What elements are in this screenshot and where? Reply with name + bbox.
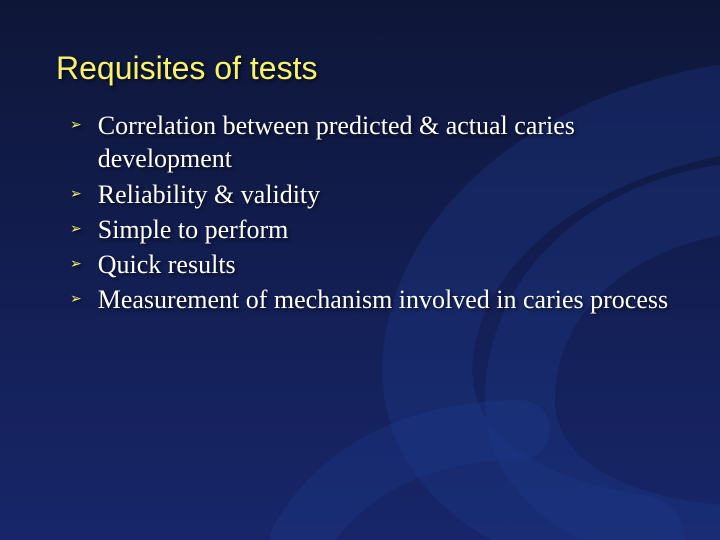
bullet-text: Measurement of mechanism involved in car… [98, 283, 670, 316]
bullet-text: Simple to perform [98, 213, 670, 246]
bullet-marker-icon: ➢ [70, 221, 82, 235]
list-item: ➢ Correlation between predicted & actual… [70, 109, 670, 176]
bullet-text: Correlation between predicted & actual c… [98, 109, 670, 176]
bullet-marker-icon: ➢ [70, 291, 82, 305]
list-item: ➢ Reliability & validity [70, 178, 670, 211]
list-item: ➢ Quick results [70, 248, 670, 281]
bullet-text: Quick results [98, 248, 670, 281]
bullet-text: Reliability & validity [98, 178, 670, 211]
slide: Requisites of tests ➢ Correlation betwee… [0, 0, 720, 540]
bullet-marker-icon: ➢ [70, 256, 82, 270]
slide-title: Requisites of tests [56, 50, 670, 87]
list-item: ➢ Measurement of mechanism involved in c… [70, 283, 670, 316]
list-item: ➢ Simple to perform [70, 213, 670, 246]
bullet-marker-icon: ➢ [70, 186, 82, 200]
bullet-marker-icon: ➢ [70, 117, 82, 131]
slide-content: Requisites of tests ➢ Correlation betwee… [56, 50, 670, 317]
bullet-list: ➢ Correlation between predicted & actual… [56, 109, 670, 317]
